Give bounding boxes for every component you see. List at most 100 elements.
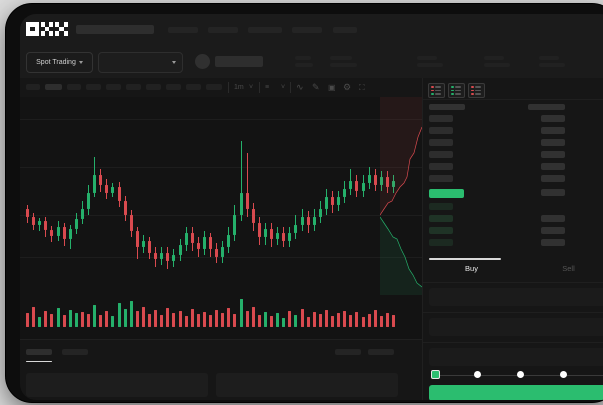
- settings-gear-icon[interactable]: ⚙: [343, 82, 352, 92]
- tab-sell[interactable]: Sell: [562, 264, 575, 273]
- volume-bar: [123, 309, 127, 327]
- orderbook-ask-row[interactable]: [429, 139, 453, 146]
- orders-action-0[interactable]: [335, 349, 361, 355]
- toolbar-divider-3: [290, 82, 291, 93]
- chart-type-chevron-icon[interactable]: ˅: [281, 84, 286, 91]
- orderbook-ask-row[interactable]: [429, 175, 453, 182]
- orderbook-bid-amount: [541, 189, 565, 196]
- volume-bar: [282, 318, 286, 327]
- volume-bar: [337, 313, 341, 327]
- trade-form-field-2[interactable]: [429, 348, 603, 366]
- orderbook-bid-amount: [541, 215, 565, 222]
- nav-item-4[interactable]: [292, 27, 322, 33]
- toolbar-divider-2: [259, 82, 260, 93]
- volume-bar: [93, 305, 97, 327]
- submit-buy-button[interactable]: [429, 385, 603, 400]
- orderbook-bid-row[interactable]: [429, 227, 453, 234]
- form-divider: [423, 282, 603, 283]
- market-toolbar: Spot Trading: [20, 46, 603, 78]
- trade-form-field-0[interactable]: [429, 288, 603, 306]
- interval-dropdown[interactable]: 1m: [234, 84, 244, 91]
- orderbook-bid-row[interactable]: [429, 215, 453, 222]
- volume-bar: [202, 312, 206, 327]
- fullscreen-icon[interactable]: ⛶: [359, 83, 365, 92]
- nav-search-placeholder[interactable]: [76, 25, 154, 34]
- orderbook-ask-amount: [541, 139, 565, 146]
- orders-tab-1[interactable]: [62, 349, 88, 355]
- volume-bar: [209, 315, 212, 327]
- camera-icon[interactable]: ▣: [328, 83, 336, 92]
- okx-logo[interactable]: [26, 22, 68, 36]
- orderbook-bid-row[interactable]: [429, 203, 453, 210]
- orderbook-ask-row[interactable]: [429, 127, 453, 134]
- slider-handle[interactable]: [431, 370, 440, 379]
- orderbook-asks-icon[interactable]: [468, 83, 485, 98]
- interval-tab-8[interactable]: [186, 84, 201, 90]
- orders-card-1[interactable]: [216, 373, 398, 397]
- volume-bar: [44, 311, 48, 327]
- slider-node-75[interactable]: [560, 371, 567, 378]
- pair-select[interactable]: [98, 52, 183, 73]
- interval-tab-5[interactable]: [126, 84, 141, 90]
- orders-tab-0[interactable]: [26, 349, 52, 355]
- volume-bar: [68, 310, 72, 327]
- interval-tab-0[interactable]: [26, 84, 40, 90]
- price-chart[interactable]: [20, 97, 422, 339]
- orderbook-col-header-left: [429, 104, 465, 110]
- volume-bar: [318, 314, 322, 327]
- volume-bar: [184, 316, 188, 327]
- avatar[interactable]: [195, 54, 210, 69]
- volume-bar: [80, 312, 84, 327]
- volume-bar: [300, 309, 304, 327]
- nav-item-3[interactable]: [248, 27, 282, 33]
- interval-tab-1[interactable]: [45, 84, 62, 90]
- interval-tab-9[interactable]: [206, 84, 222, 90]
- orderbook-bids-icon[interactable]: [448, 83, 465, 98]
- orderbook-ask-row[interactable]: [429, 163, 453, 170]
- market-type-dropdown[interactable]: Spot Trading: [26, 52, 93, 73]
- ticker-stat-1-value: [330, 63, 357, 67]
- orderbook-ask-row[interactable]: [429, 115, 453, 122]
- volume-bar: [172, 313, 176, 327]
- orderbook-col-header-right: [528, 104, 565, 110]
- orderbook-bid-row[interactable]: [429, 239, 453, 246]
- interval-tab-4[interactable]: [106, 84, 121, 90]
- orderbook-both-icon[interactable]: [428, 83, 445, 98]
- interval-tab-3[interactable]: [86, 84, 101, 90]
- orderbook-header-divider: [423, 99, 603, 100]
- volume-bar: [117, 303, 121, 327]
- volume-bar: [331, 316, 334, 327]
- orderbook-ask-amount: [541, 163, 565, 170]
- orderbook-ask-row[interactable]: [429, 151, 453, 158]
- orderbook-trade-panel: Buy Sell: [422, 78, 603, 400]
- slider-node-50[interactable]: [517, 371, 524, 378]
- volume-bar: [38, 317, 42, 327]
- interval-tab-2[interactable]: [67, 84, 81, 90]
- chart-type-dropdown[interactable]: ≡: [265, 84, 270, 91]
- pencil-icon[interactable]: ✎: [312, 82, 320, 92]
- volume-bar: [361, 317, 365, 327]
- volume-bar: [221, 313, 225, 327]
- nav-item-2[interactable]: [208, 27, 238, 33]
- interval-tab-6[interactable]: [146, 84, 161, 90]
- nav-item-5[interactable]: [333, 27, 357, 33]
- volume-bar: [26, 313, 29, 327]
- orders-action-1[interactable]: [368, 349, 394, 355]
- interval-chevron-icon[interactable]: ˅: [249, 84, 254, 91]
- amount-percent-slider[interactable]: [431, 370, 603, 380]
- depth-chart[interactable]: [380, 97, 422, 295]
- orderbook-last-price: [429, 189, 464, 198]
- trade-form-field-1[interactable]: [429, 318, 603, 336]
- tab-buy[interactable]: Buy: [465, 264, 478, 273]
- toolbar-divider-1: [228, 82, 229, 93]
- orders-card-0[interactable]: [26, 373, 208, 397]
- nav-item-1[interactable]: [168, 27, 198, 33]
- device-bezel: Spot Trading: [6, 4, 603, 402]
- volume-bar: [270, 316, 273, 327]
- indicator-icon[interactable]: ∿: [296, 82, 304, 92]
- volume-bar: [74, 313, 78, 327]
- slider-node-25[interactable]: [474, 371, 481, 378]
- interval-tab-7[interactable]: [166, 84, 181, 90]
- volume-bar: [245, 311, 249, 327]
- volume-bar: [160, 315, 164, 327]
